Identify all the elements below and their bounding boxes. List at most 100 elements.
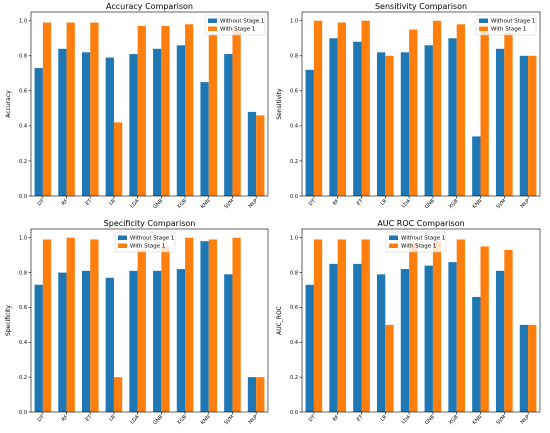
- y-tick-label: 0.2: [19, 375, 27, 381]
- legend-swatch: [479, 18, 488, 23]
- x-tick-label: DT: [308, 198, 318, 208]
- bar-with-stage-1-lr: [113, 377, 123, 412]
- bar-without-stage-1-rf: [58, 272, 67, 412]
- bar-without-stage-1-rf: [329, 263, 338, 412]
- x-tick-label: MLP: [520, 414, 531, 425]
- chart-panel-3: Specificity Comparison Specificity 0.0 0.2 0…: [5, 219, 269, 426]
- x-tick-label: MLP: [248, 198, 259, 209]
- y-axis-label: Specificity: [5, 305, 12, 336]
- plot-frame: [30, 228, 269, 413]
- bar-with-stage-1-gnb: [161, 246, 170, 412]
- x-tick-label: LDA: [401, 414, 413, 426]
- bar-with-stage-1-dt: [42, 239, 52, 412]
- y-tick-label: 0.0: [19, 194, 27, 200]
- bar-with-stage-1-lr: [385, 324, 394, 412]
- bar-without-stage-1-knn: [472, 136, 481, 196]
- bar-without-stage-1-xgb: [176, 45, 186, 196]
- bar-without-stage-1-mlp: [247, 377, 257, 412]
- y-tick-label: 0.4: [290, 124, 298, 130]
- bar-without-stage-1-xgb: [176, 269, 186, 412]
- bar-with-stage-1-et: [361, 20, 370, 197]
- x-tick-label: GNB: [152, 198, 164, 210]
- y-tick-label: 0.4: [19, 124, 27, 130]
- legend-label: Without Stage 1: [220, 19, 264, 25]
- legend: Without Stage 1 With Stage 1: [114, 231, 176, 253]
- plot-frame: [30, 11, 269, 197]
- y-tick-label: 0.0: [290, 194, 298, 200]
- bar-without-stage-1-lda: [400, 269, 410, 412]
- x-tick-label: KNN: [200, 198, 212, 210]
- bar-with-stage-1-et: [90, 239, 99, 412]
- x-tick-label: SVM: [223, 414, 235, 426]
- x-tick-label: DT: [308, 414, 318, 424]
- x-tick-label: ET: [85, 198, 94, 207]
- bar-with-stage-1-mlp: [256, 377, 265, 412]
- bar-without-stage-1-lr: [376, 274, 386, 412]
- y-tick-label: 0.6: [290, 305, 298, 311]
- bar-without-stage-1-et: [353, 263, 362, 412]
- y-tick-label: 0.8: [19, 270, 27, 276]
- bar-without-stage-1-dt: [34, 284, 43, 412]
- x-tick-label: KNN: [472, 198, 484, 210]
- y-tick-label: 0.8: [19, 54, 27, 60]
- y-tick-label: 0.2: [290, 375, 298, 381]
- bar-without-stage-1-knn: [472, 296, 481, 412]
- bar-without-stage-1-rf: [329, 38, 338, 197]
- bar-without-stage-1-rf: [58, 48, 67, 196]
- bar-with-stage-1-lda: [409, 242, 418, 412]
- bar-without-stage-1-lr: [376, 52, 386, 196]
- plot-frame: [301, 11, 541, 197]
- x-tick-label: SVM: [495, 198, 507, 210]
- y-tick-label: 0.0: [19, 410, 27, 416]
- bar-without-stage-1-lda: [129, 270, 138, 412]
- bar-without-stage-1-svm: [495, 270, 505, 412]
- bar-without-stage-1-et: [81, 270, 91, 412]
- bar-without-stage-1-xgb: [448, 38, 457, 197]
- x-tick-label: XGB: [176, 414, 188, 426]
- chart-panel-2: Sensitivity Comparison Sensitivity 0.0 0.2 0…: [276, 2, 541, 210]
- x-tick-label: XGB: [448, 414, 460, 426]
- bar-with-stage-1-lda: [137, 249, 146, 412]
- chart-title: Sensitivity Comparison: [375, 2, 467, 11]
- x-tick-label: GNB: [424, 198, 436, 210]
- legend-swatch: [389, 243, 398, 248]
- y-tick-label: 1.0: [19, 19, 27, 25]
- chart-panel-1: Accuracy Comparison Accuracy 0.0 0.2 0.4 0.6 0…: [5, 2, 269, 210]
- bar-with-stage-1-xgb: [185, 24, 194, 197]
- y-tick-label: 1.0: [290, 236, 298, 242]
- y-tick-label: 0.8: [290, 270, 298, 276]
- bar-without-stage-1-dt: [305, 69, 314, 196]
- y-tick-label: 0.4: [290, 340, 298, 346]
- x-tick-label: RF: [332, 414, 341, 423]
- chart-title: AUC ROC Comparison: [377, 219, 464, 228]
- x-tick-label: RF: [332, 198, 341, 207]
- bar-without-stage-1-lda: [129, 54, 138, 196]
- legend: Without Stage 1 With Stage 1: [385, 231, 447, 253]
- legend-label: With Stage 1: [130, 244, 165, 250]
- x-tick-label: DT: [37, 198, 47, 208]
- bar-with-stage-1-lda: [409, 29, 418, 197]
- legend-swatch: [389, 235, 398, 240]
- x-tick-label: LR: [108, 198, 117, 207]
- legend-swatch: [118, 243, 127, 248]
- legend-box: [204, 14, 266, 36]
- legend-label: With Stage 1: [220, 27, 255, 33]
- y-tick-label: 0.8: [290, 54, 298, 60]
- x-tick-label: GNB: [152, 414, 164, 426]
- x-tick-label: LR: [380, 414, 389, 423]
- bar-with-stage-1-lr: [385, 55, 394, 196]
- bar-with-stage-1-svm: [232, 29, 241, 197]
- bar-with-stage-1-mlp: [256, 115, 265, 196]
- bar-without-stage-1-et: [353, 41, 362, 196]
- y-axis-label: Sensitivity: [276, 88, 283, 120]
- bar-without-stage-1-dt: [34, 68, 43, 196]
- bar-with-stage-1-knn: [208, 239, 218, 412]
- legend-box: [114, 231, 176, 253]
- chart-title: Specificity Comparison: [104, 219, 196, 228]
- legend: Without Stage 1 With Stage 1: [475, 14, 537, 36]
- legend: Without Stage 1 With Stage 1: [204, 14, 266, 36]
- y-tick-label: 0.6: [290, 89, 298, 95]
- bar-with-stage-1-xgb: [456, 24, 466, 197]
- y-tick-label: 0.2: [290, 159, 298, 165]
- bar-with-stage-1-dt: [42, 22, 52, 197]
